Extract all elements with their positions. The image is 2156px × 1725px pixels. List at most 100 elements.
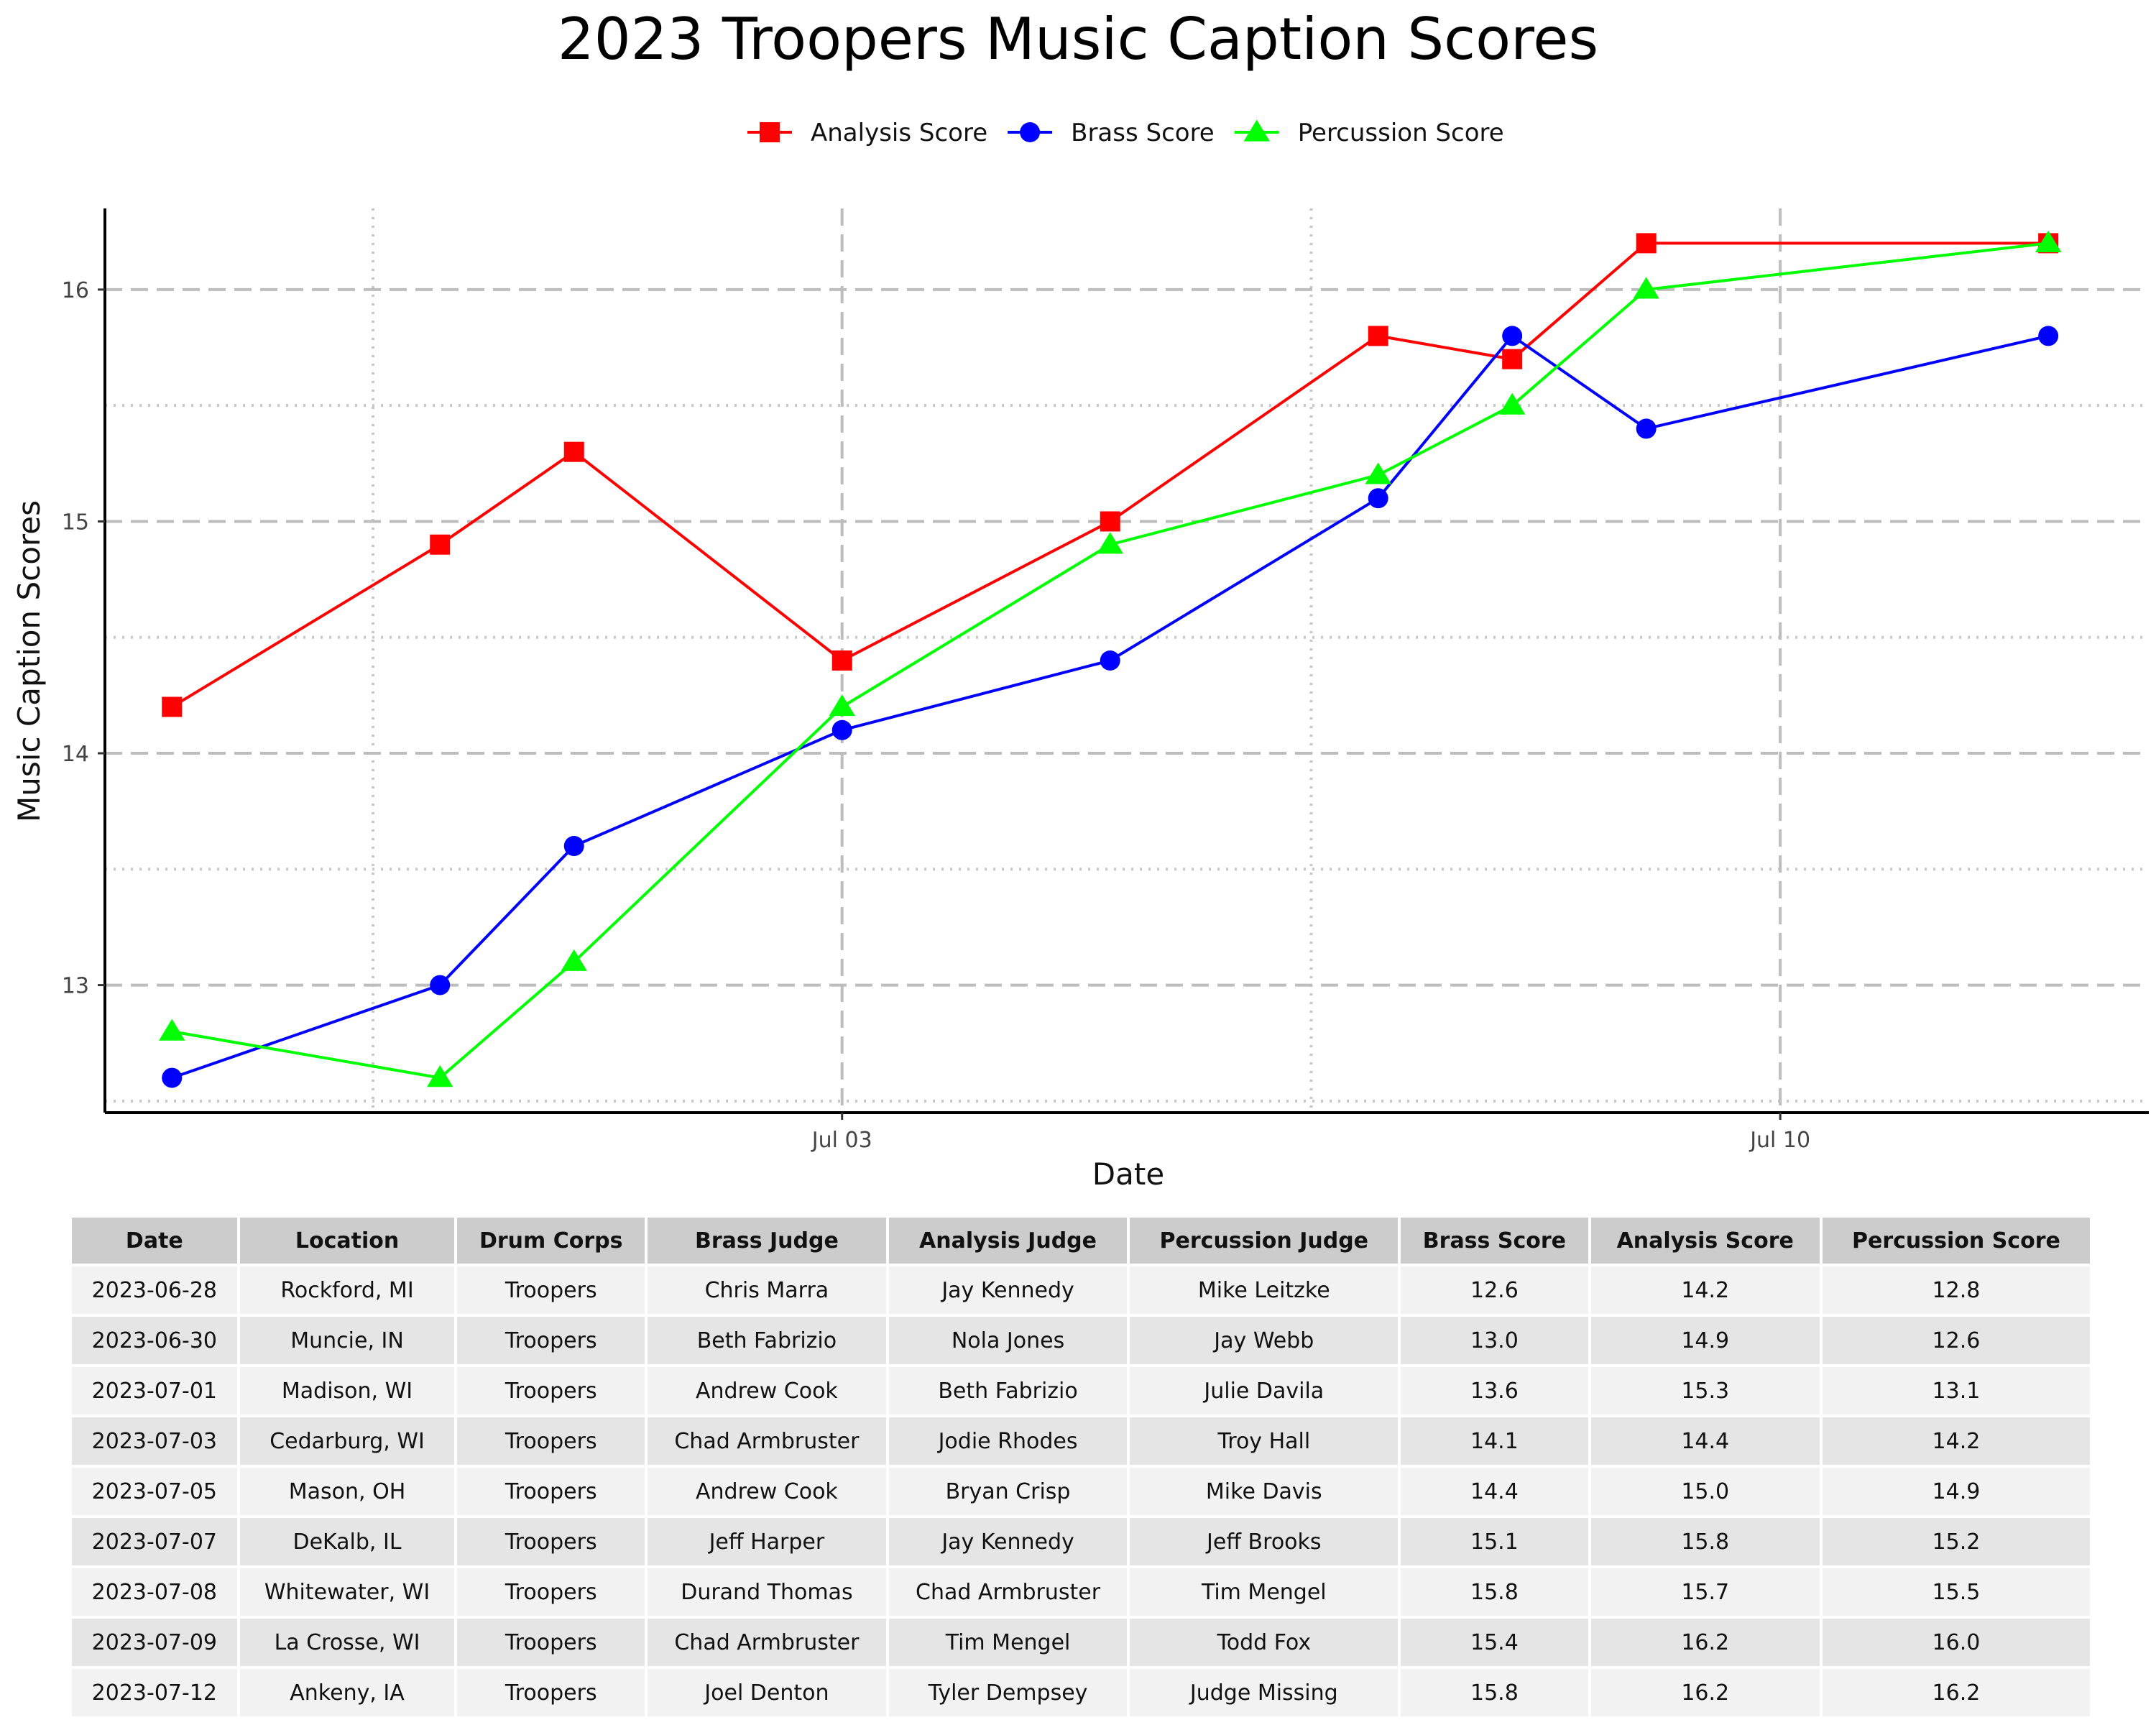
table-cell: Troopers bbox=[457, 1367, 645, 1414]
table-cell: Mike Leitzke bbox=[1130, 1266, 1399, 1314]
column-header: Analysis Judge bbox=[888, 1218, 1128, 1264]
table-cell: Cedarburg, WI bbox=[239, 1417, 455, 1465]
triangle-marker bbox=[1633, 277, 1659, 299]
table-cell: 15.8 bbox=[1401, 1568, 1588, 1616]
triangle-marker bbox=[2035, 230, 2062, 252]
score-line-chart: 2023 Troopers Music Caption Scores Analy… bbox=[11, 6, 2149, 1192]
legend-item: Percussion Score bbox=[1234, 119, 1504, 147]
table-cell: Durand Thomas bbox=[648, 1568, 886, 1616]
square-marker bbox=[430, 534, 451, 555]
table-cell: Jeff Harper bbox=[648, 1518, 886, 1565]
table-cell: Troopers bbox=[457, 1468, 645, 1515]
table-cell: 15.7 bbox=[1590, 1568, 1820, 1616]
table-cell: Rockford, MI bbox=[239, 1266, 455, 1314]
series-analysis-score bbox=[162, 233, 2059, 717]
table-cell: Muncie, IN bbox=[239, 1317, 455, 1364]
table-cell: 13.6 bbox=[1401, 1367, 1588, 1414]
column-header: Location bbox=[239, 1218, 455, 1264]
legend-item: Brass Score bbox=[1008, 119, 1215, 147]
chart-title: 2023 Troopers Music Caption Scores bbox=[558, 6, 1598, 73]
column-header: Date bbox=[72, 1218, 237, 1264]
table-cell: Jay Webb bbox=[1130, 1317, 1399, 1364]
chart-series bbox=[159, 230, 2062, 1088]
y-tick-label: 16 bbox=[62, 278, 89, 303]
triangle-marker bbox=[561, 949, 587, 971]
table-cell: 15.1 bbox=[1401, 1518, 1588, 1565]
table-cell: 14.1 bbox=[1401, 1417, 1588, 1465]
table-cell: 15.5 bbox=[1822, 1568, 2090, 1616]
table-cell: 15.2 bbox=[1822, 1518, 2090, 1565]
circle-marker bbox=[831, 719, 852, 740]
table-cell: 2023-07-08 bbox=[72, 1568, 237, 1616]
table-cell: 2023-06-30 bbox=[72, 1317, 237, 1364]
table-row: 2023-07-03 Cedarburg, WI Troopers Chad Armb… bbox=[72, 1417, 2090, 1465]
column-header: Percussion Score bbox=[1822, 1218, 2090, 1264]
x-tick-label: Jul 03 bbox=[811, 1128, 872, 1153]
table-cell: Tim Mengel bbox=[1130, 1568, 1399, 1616]
table-cell: 16.2 bbox=[1590, 1669, 1820, 1716]
chart-grid bbox=[105, 208, 2149, 1113]
table-cell: Todd Fox bbox=[1130, 1619, 1399, 1666]
triangle-marker bbox=[829, 694, 855, 717]
series-percussion-score bbox=[159, 230, 2062, 1087]
scores-table-container: Date Location Drum Corps Brass Judge Analysi… bbox=[69, 1215, 2093, 1719]
square-marker bbox=[563, 441, 584, 462]
circle-marker bbox=[1368, 488, 1388, 509]
table-cell: Joel Denton bbox=[648, 1669, 886, 1716]
table-cell: 14.9 bbox=[1590, 1317, 1820, 1364]
y-tick-label: 14 bbox=[62, 742, 89, 767]
table-cell: Troopers bbox=[457, 1518, 645, 1565]
table-cell: 16.0 bbox=[1822, 1619, 2090, 1666]
series-line bbox=[171, 242, 2049, 709]
table-cell: 14.9 bbox=[1822, 1468, 2090, 1515]
table-cell: 15.8 bbox=[1590, 1518, 1820, 1565]
table-cell: 12.6 bbox=[1822, 1317, 2090, 1364]
circle-marker bbox=[1020, 122, 1041, 142]
square-marker bbox=[760, 122, 780, 142]
table-cell: Chad Armbruster bbox=[888, 1568, 1128, 1616]
triangle-marker bbox=[159, 1018, 185, 1041]
series-brass-score bbox=[162, 326, 2059, 1088]
legend-label: Brass Score bbox=[1071, 119, 1215, 147]
x-axis-title: Date bbox=[1092, 1156, 1164, 1192]
table-cell: Jay Kennedy bbox=[888, 1518, 1128, 1565]
circle-marker bbox=[1100, 650, 1120, 671]
column-header: Drum Corps bbox=[457, 1218, 645, 1264]
triangle-marker bbox=[1365, 462, 1391, 484]
circle-marker bbox=[1636, 418, 1657, 439]
table-cell: 2023-07-09 bbox=[72, 1619, 237, 1666]
table-cell: DeKalb, IL bbox=[239, 1518, 455, 1565]
series-line bbox=[171, 334, 2049, 1080]
table-cell: Jay Kennedy bbox=[888, 1266, 1128, 1314]
table-row: 2023-06-28 Rockford, MI Troopers Chris Marr… bbox=[72, 1266, 2090, 1314]
table-cell: 15.4 bbox=[1401, 1619, 1588, 1666]
table-cell: Jodie Rhodes bbox=[888, 1417, 1128, 1465]
table-cell: 15.8 bbox=[1401, 1669, 1588, 1716]
square-marker bbox=[831, 650, 852, 671]
table-cell: Andrew Cook bbox=[648, 1367, 886, 1414]
table-cell: 14.4 bbox=[1401, 1468, 1588, 1515]
table-cell: La Crosse, WI bbox=[239, 1619, 455, 1666]
table-cell: 2023-07-03 bbox=[72, 1417, 237, 1465]
table-row: 2023-07-01 Madison, WI Troopers Andrew Cook… bbox=[72, 1367, 2090, 1414]
square-marker bbox=[1368, 326, 1388, 346]
column-header: Brass Score bbox=[1401, 1218, 1588, 1264]
table-cell: Troopers bbox=[457, 1619, 645, 1666]
circle-marker bbox=[1502, 326, 1523, 346]
table-cell: 2023-07-07 bbox=[72, 1518, 237, 1565]
circle-marker bbox=[563, 836, 584, 857]
table-cell: Chris Marra bbox=[648, 1266, 886, 1314]
table-cell: 14.4 bbox=[1590, 1417, 1820, 1465]
triangle-marker bbox=[1097, 532, 1123, 554]
square-marker bbox=[1502, 349, 1523, 369]
table-cell: Madison, WI bbox=[239, 1367, 455, 1414]
y-tick-label: 13 bbox=[62, 974, 89, 999]
table-body: 2023-06-28 Rockford, MI Troopers Chris Marr… bbox=[72, 1266, 2090, 1716]
table-row: 2023-07-07 DeKalb, IL Troopers Jeff Harper J… bbox=[72, 1518, 2090, 1565]
table-cell: 12.8 bbox=[1822, 1266, 2090, 1314]
table-cell: Whitewater, WI bbox=[239, 1568, 455, 1616]
x-tick-label: Jul 10 bbox=[1749, 1128, 1810, 1153]
table-cell: 2023-07-01 bbox=[72, 1367, 237, 1414]
table-cell: Troopers bbox=[457, 1669, 645, 1716]
table-cell: Troopers bbox=[457, 1417, 645, 1465]
